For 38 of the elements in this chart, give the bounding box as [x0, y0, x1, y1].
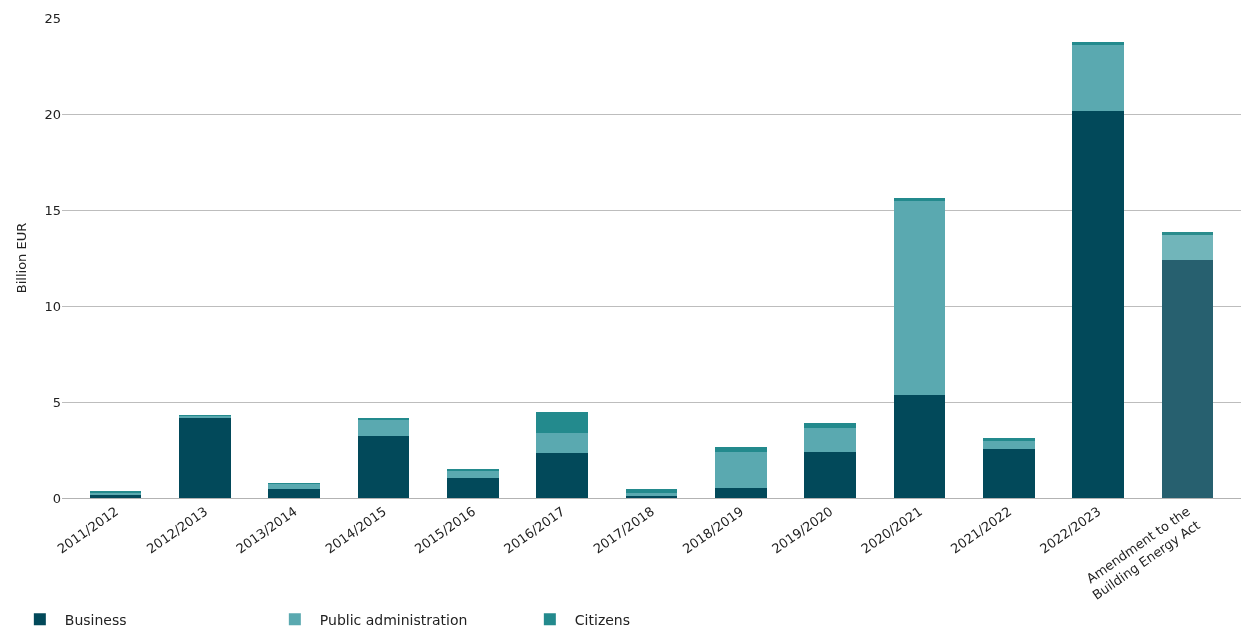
- y-axis-title: Billion EUR: [14, 222, 30, 294]
- bar: [268, 483, 321, 490]
- y-tick-label: 15: [44, 202, 61, 218]
- y-tick-label: 10: [44, 298, 61, 314]
- bar: [982, 438, 1035, 441]
- bar: [714, 447, 767, 452]
- bar: [804, 427, 857, 452]
- bar: [982, 449, 1035, 498]
- bar: [1072, 42, 1124, 45]
- bar: [714, 451, 767, 489]
- bar: [446, 477, 499, 498]
- y-tick-label: 20: [44, 106, 61, 122]
- y-tick-label: 25: [44, 10, 61, 26]
- bar: [1072, 111, 1124, 498]
- bar: [893, 200, 946, 396]
- bar: [179, 417, 231, 498]
- bar: [536, 432, 589, 453]
- bar: [357, 419, 410, 436]
- bar: [1161, 232, 1214, 235]
- bar: [714, 488, 767, 498]
- bar: [536, 411, 589, 433]
- bar: [804, 423, 857, 428]
- bar: [357, 435, 410, 498]
- bar: [1072, 44, 1124, 112]
- legend-label: Public administration: [319, 611, 468, 628]
- bar: [1161, 234, 1214, 260]
- bar: [982, 440, 1035, 450]
- bar: [536, 452, 589, 498]
- bar: [1161, 259, 1214, 498]
- bar: [893, 395, 946, 498]
- bar: [893, 198, 946, 201]
- y-tick-label: 5: [52, 394, 61, 410]
- y-tick-label: 0: [52, 490, 61, 506]
- bar: [268, 489, 321, 498]
- legend-label: Business: [64, 611, 127, 628]
- bar: [804, 451, 857, 498]
- legend-label: Citizens: [574, 611, 631, 628]
- bar: [625, 489, 678, 494]
